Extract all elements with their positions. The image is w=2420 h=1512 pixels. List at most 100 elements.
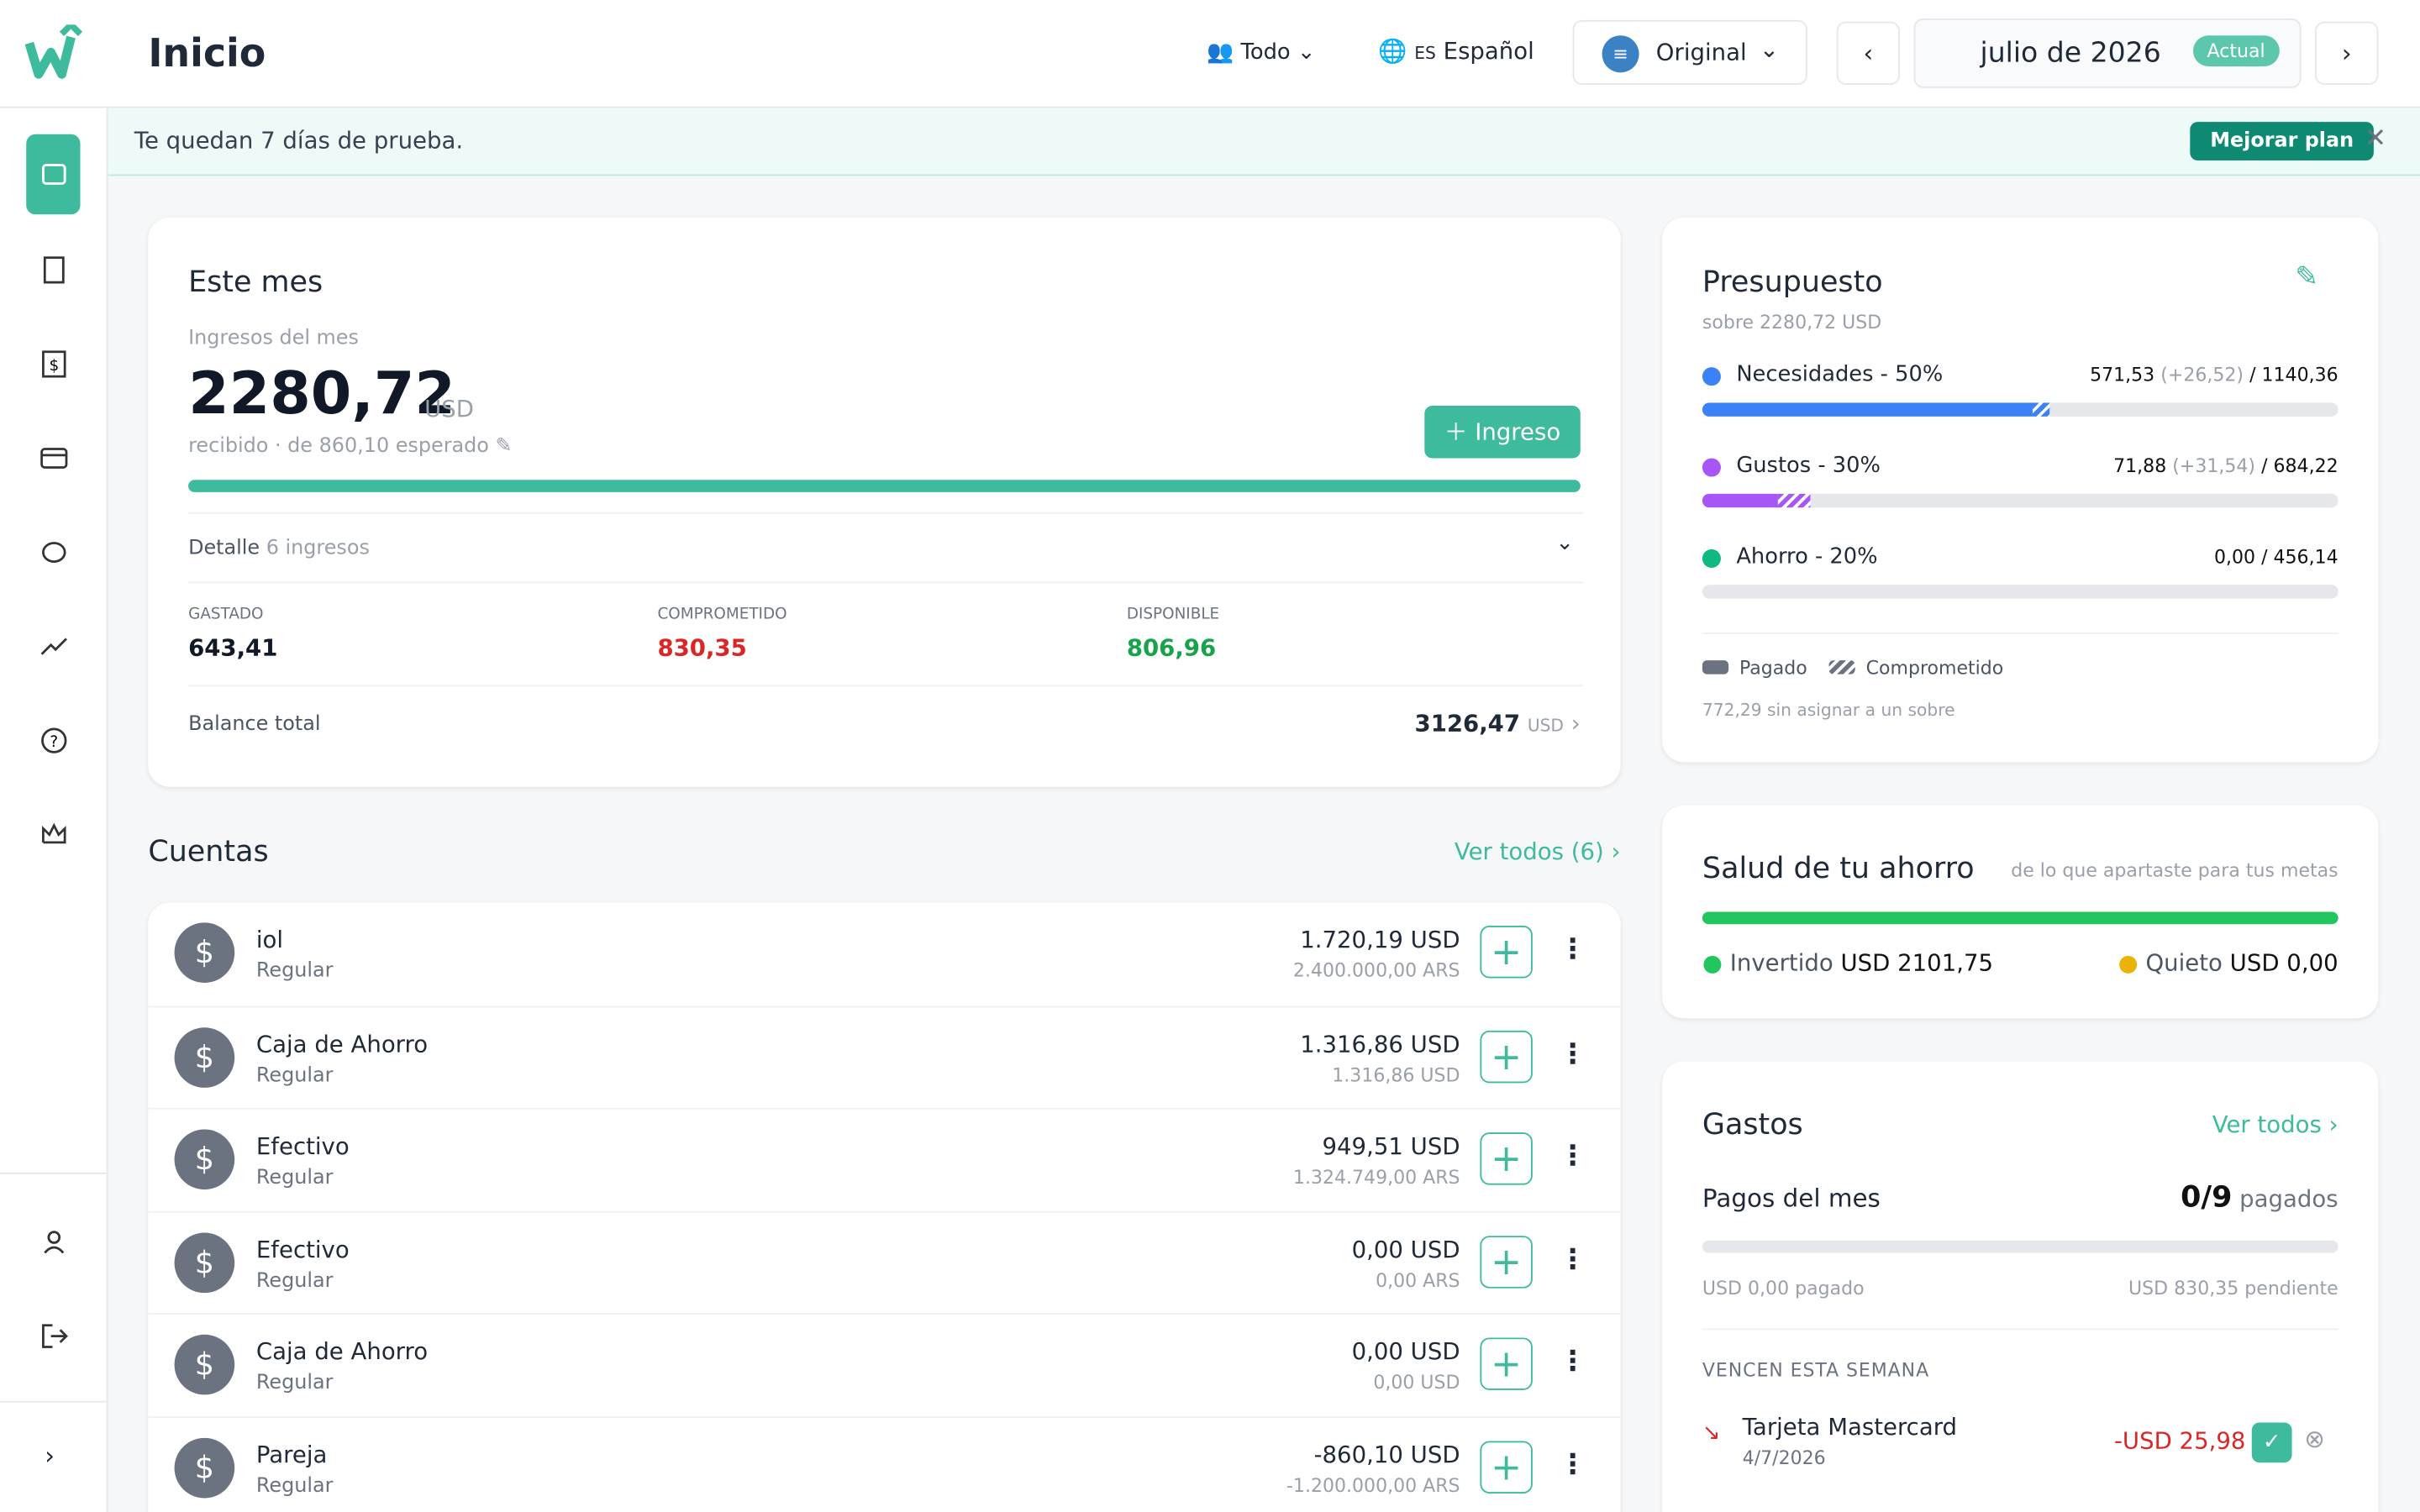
- paid-summary: 0/9 pagados: [2181, 1180, 2338, 1214]
- account-row[interactable]: $ Efectivo Regular 949,51 USD 1.324.749,00 A…: [148, 1107, 1621, 1211]
- balance-row[interactable]: 3126,47 USD ›: [1414, 709, 1581, 738]
- add-transaction-button[interactable]: +: [1480, 1235, 1533, 1288]
- nav-logout[interactable]: [37, 1319, 71, 1352]
- month-selector[interactable]: julio de 2026 Actual: [1913, 18, 2302, 88]
- account-menu[interactable]: ⋮: [1559, 1140, 1587, 1173]
- invested-label: Invertido: [1729, 948, 1833, 977]
- account-amount: 949,51 USD: [1322, 1132, 1460, 1161]
- divider: [188, 581, 1584, 584]
- account-menu[interactable]: ⋮: [1559, 1242, 1587, 1276]
- budget-subtitle: sobre 2280,72 USD: [1702, 312, 1882, 333]
- envelope-paid: [1702, 493, 1779, 508]
- chevron[interactable]: ⌄: [1555, 530, 1574, 556]
- envelope-committed: (+26,52): [2160, 364, 2244, 386]
- envelope-spent: 0,00: [2213, 546, 2256, 568]
- page-title: Inicio: [148, 30, 266, 76]
- accounts-title: Cuentas: [148, 834, 269, 869]
- expand-sidebar[interactable]: ›: [45, 1441, 55, 1471]
- mark-paid-button[interactable]: ✓: [2251, 1422, 2292, 1463]
- account-menu[interactable]: ⋮: [1559, 1037, 1587, 1070]
- account-menu[interactable]: ⋮: [1559, 933, 1587, 966]
- expenses-see-all[interactable]: Ver todos ›: [2212, 1110, 2338, 1139]
- income-note: recibido · de 860,10 esperado ✎: [188, 434, 513, 459]
- account-row[interactable]: $ Efectivo Regular 0,00 USD 0,00 ARS + ⋮: [148, 1210, 1621, 1314]
- edit-budget[interactable]: ✎: [2295, 260, 2318, 293]
- add-transaction-button[interactable]: +: [1480, 1030, 1533, 1083]
- stat-label: COMPROMETIDO: [657, 606, 787, 624]
- close-banner[interactable]: ✕: [2364, 123, 2387, 155]
- account-row[interactable]: $ iol Regular 1.720,19 USD 2.400.000,00 ARS +…: [148, 902, 1620, 1004]
- account-name: Caja de Ahorro: [255, 1337, 429, 1366]
- detail-toggle[interactable]: Detalle 6 ingresos: [188, 537, 370, 560]
- due-amount: -USD 25,98: [2113, 1426, 2246, 1456]
- nav-profile[interactable]: [37, 1225, 71, 1258]
- account-row[interactable]: $ Caja de Ahorro Regular 1.316,86 USD 1.316,…: [148, 1005, 1621, 1109]
- account-row[interactable]: $ Caja de Ahorro Regular 0,00 USD 0,00 USD + ⋮: [148, 1313, 1621, 1416]
- nav-transactions[interactable]: $: [37, 347, 71, 381]
- savings-progress: [1702, 911, 2338, 925]
- envelope-spent: 71,88: [2113, 454, 2167, 477]
- add-transaction-button[interactable]: +: [1480, 1132, 1533, 1185]
- account-type: Regular: [255, 1268, 334, 1293]
- view-dropdown[interactable]: ≡ Original ⌄: [1572, 19, 1807, 86]
- logo: [24, 24, 83, 79]
- envelope-total: / 684,22: [2261, 454, 2338, 477]
- account-type: Regular: [255, 1063, 334, 1087]
- dismiss-button[interactable]: ⊗: [2304, 1424, 2325, 1454]
- account-name: Pareja: [255, 1440, 328, 1468]
- next-month-button[interactable]: ›: [2315, 21, 2379, 86]
- divider: [0, 1400, 107, 1403]
- add-transaction-button[interactable]: +: [1480, 1440, 1533, 1494]
- envelope-amounts: 0,00 / 456,14: [2214, 546, 2338, 568]
- envelope-paid: [1702, 402, 2033, 417]
- account-secondary: 2.400.000,00 ARS: [1292, 959, 1460, 982]
- payments-progress: [1702, 1240, 2338, 1253]
- income-note-text: recibido · de 860,10 esperado: [188, 434, 489, 459]
- account-amount: 0,00 USD: [1351, 1235, 1460, 1263]
- month-label: julio de 2026: [1980, 37, 2161, 70]
- paid-amount: USD 0,00 pagado: [1702, 1277, 1865, 1299]
- nav-premium[interactable]: [37, 817, 71, 851]
- account-icon: $: [174, 922, 235, 983]
- account-menu[interactable]: ⋮: [1559, 1345, 1587, 1378]
- add-income-button[interactable]: ＋ Ingreso: [1424, 406, 1581, 459]
- account-secondary: 0,00 ARS: [1376, 1268, 1460, 1291]
- prev-month-button[interactable]: ‹: [1836, 21, 1901, 86]
- invested: ● Invertido USD 2101,75: [1702, 948, 1994, 977]
- envelope-committed: (+31,54): [2172, 454, 2256, 477]
- due-label: VENCEN ESTA SEMANA: [1702, 1359, 1930, 1381]
- nav-cards[interactable]: [37, 441, 71, 475]
- nav-help[interactable]: ?: [37, 723, 71, 757]
- envelope-dot: [1702, 367, 1721, 386]
- add-transaction-button[interactable]: +: [1480, 926, 1533, 979]
- nav-home[interactable]: [26, 134, 81, 215]
- account-row[interactable]: $ Pareja Regular -860,10 USD -1.200.000,00 A…: [148, 1415, 1621, 1512]
- nav-reports[interactable]: [37, 253, 71, 286]
- savings-card: Salud de tu ahorro de lo que apartaste p…: [1662, 805, 2379, 1019]
- nav-savings[interactable]: [37, 535, 71, 569]
- envelope-committed: [2033, 402, 2049, 417]
- legend-swatch: [1702, 660, 1729, 675]
- budget-card: Presupuesto ✎ sobre 2280,72 USD Necesida…: [1662, 217, 2379, 763]
- accounts-see-all[interactable]: Ver todos (6) ›: [1454, 837, 1621, 866]
- stat-value: 806,96: [1126, 633, 1217, 662]
- account-icon: $: [174, 1231, 235, 1293]
- account-menu[interactable]: ⋮: [1559, 1447, 1587, 1481]
- paid-suffix: pagados: [2239, 1184, 2338, 1213]
- envelope-committed: [1778, 493, 1811, 508]
- upgrade-button[interactable]: Mejorar plan: [2190, 122, 2375, 161]
- envelope-total: / 456,14: [2261, 546, 2338, 568]
- language-name: Español: [1443, 37, 1534, 66]
- income-currency: USD: [424, 395, 474, 423]
- language-selector[interactable]: 🌐 ES Español: [1378, 37, 1534, 66]
- income-progress: [188, 480, 1581, 492]
- nav-investments[interactable]: [37, 629, 71, 663]
- filter-dropdown[interactable]: 👥 Todo ⌄: [1207, 39, 1316, 66]
- detail-count: 6 ingresos: [266, 537, 370, 560]
- svg-text:?: ?: [50, 733, 58, 751]
- payments-label: Pagos del mes: [1702, 1183, 1881, 1213]
- add-transaction-button[interactable]: +: [1480, 1337, 1533, 1390]
- envelope-name: Necesidades - 50%: [1736, 362, 1944, 388]
- envelope-dot: [1702, 549, 1721, 568]
